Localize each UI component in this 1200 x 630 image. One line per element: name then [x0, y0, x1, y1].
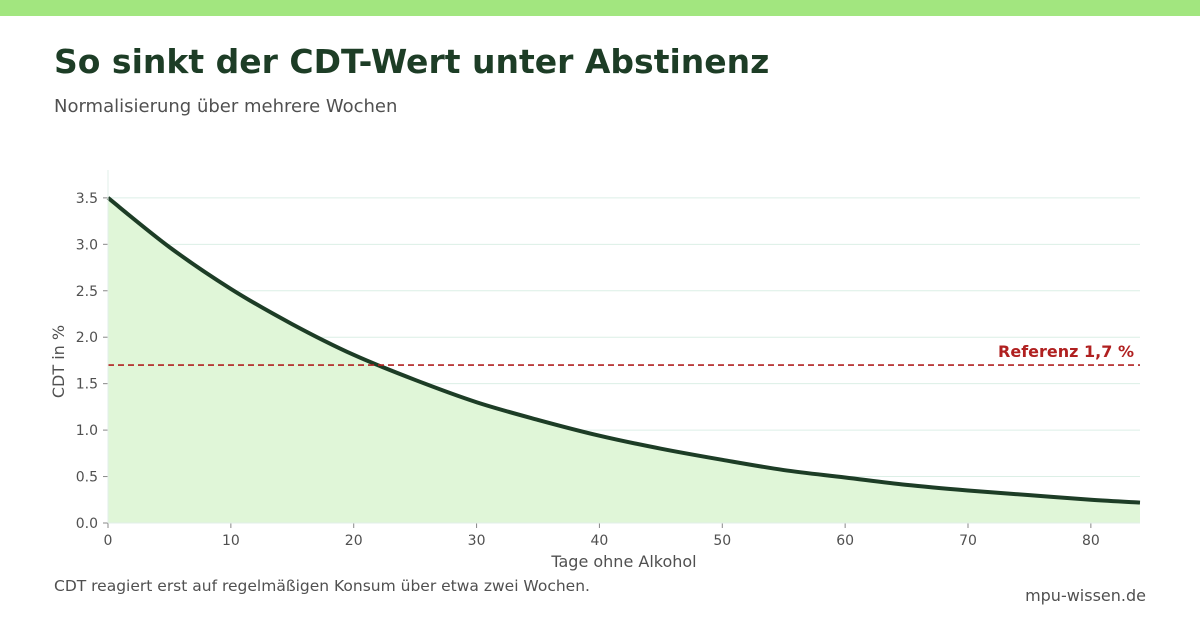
footnote: CDT reagiert erst auf regelmäßigen Konsu… [54, 577, 590, 595]
area-fill [108, 197, 1140, 524]
y-tick-label: 2.0 [76, 330, 98, 346]
reference-label: Referenz 1,7 % [998, 342, 1134, 361]
x-tick-label: 60 [836, 533, 854, 549]
x-tick-label: 20 [345, 533, 363, 549]
series-line [106, 196, 1141, 505]
x-tick-label: 70 [959, 533, 977, 549]
x-tick-label: 10 [222, 533, 240, 549]
x-tick-label: 40 [591, 533, 609, 549]
top-accent-bar [0, 0, 1200, 16]
x-axis-label: Tage ohne Alkohol [550, 552, 696, 571]
y-tick-label: 0.5 [76, 470, 98, 486]
y-tick-label: 0.0 [76, 516, 98, 532]
y-axis-label: CDT in % [49, 325, 68, 398]
x-tick-label: 50 [713, 533, 731, 549]
y-tick-label: 3.0 [76, 237, 98, 253]
y-tick-label: 1.0 [76, 423, 98, 439]
y-tick-label: 3.5 [76, 191, 98, 207]
page-title: So sinkt der CDT-Wert unter Abstinenz [54, 42, 770, 81]
axes-layer: 0.0 0.5 1.0 1.5 2.0 2.5 3.0 3.5 0 10 20 30 40 50 60 70 8… [76, 170, 1140, 549]
x-tick-label: 0 [104, 533, 113, 549]
y-tick-label: 1.5 [76, 377, 98, 393]
x-tick-label: 80 [1082, 533, 1100, 549]
page-subtitle: Normalisierung über mehrere Wochen [54, 96, 398, 117]
source-label: mpu-wissen.de [1025, 586, 1146, 605]
y-tick-label: 2.5 [76, 284, 98, 300]
x-tick-label: 30 [468, 533, 486, 549]
